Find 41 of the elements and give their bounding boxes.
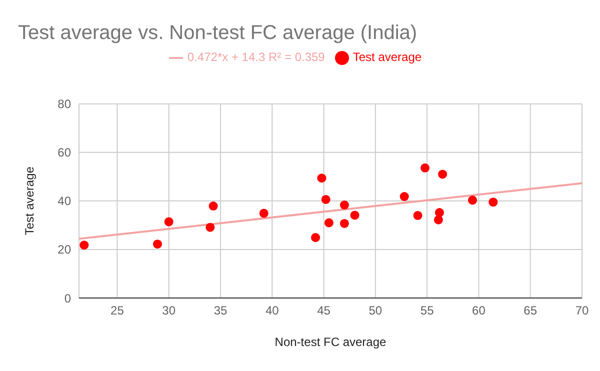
point [80,240,89,250]
x-tick-label: 35 [214,304,228,318]
point [350,210,360,220]
y-tick-label: 80 [58,97,72,112]
x-tick-label: 30 [162,304,176,318]
point [434,208,444,218]
x-tick-label: 50 [368,304,382,318]
y-tick-label: 20 [58,242,72,257]
point [259,208,268,218]
x-tick-label: 60 [472,304,486,318]
y-tick-label: 0 [64,291,72,306]
chart-title: Test average vs. Non-test FC average (India) [18,22,418,45]
point [311,233,320,242]
x-tick-label: 55 [420,304,434,318]
x-tick-label: 40 [265,304,280,318]
point [340,218,349,228]
y-tick-label: 60 [58,146,72,160]
point [420,163,430,172]
point [488,198,498,207]
point [324,218,334,228]
point [206,222,215,232]
legend-label: Test average [352,50,422,64]
point [317,174,326,183]
point [434,215,443,224]
point [400,192,409,202]
point [413,210,422,220]
point [164,217,174,226]
legend-label: 0.472*x + 14.3 R² = 0.359 [187,50,325,64]
x-tick-label: 45 [317,304,331,318]
x-tick-label: 65 [524,304,538,318]
point [468,196,478,205]
y-tick-label: 40 [58,194,72,208]
x-tick-label: 25 [110,304,124,318]
point [340,200,349,210]
y-axis-title: Test average [22,166,36,236]
point [438,170,448,179]
point [321,194,330,204]
x-tick-label: 70 [575,304,589,318]
point [208,202,218,211]
point [152,240,162,249]
x-axis-title: Non-test FC average [274,335,387,349]
